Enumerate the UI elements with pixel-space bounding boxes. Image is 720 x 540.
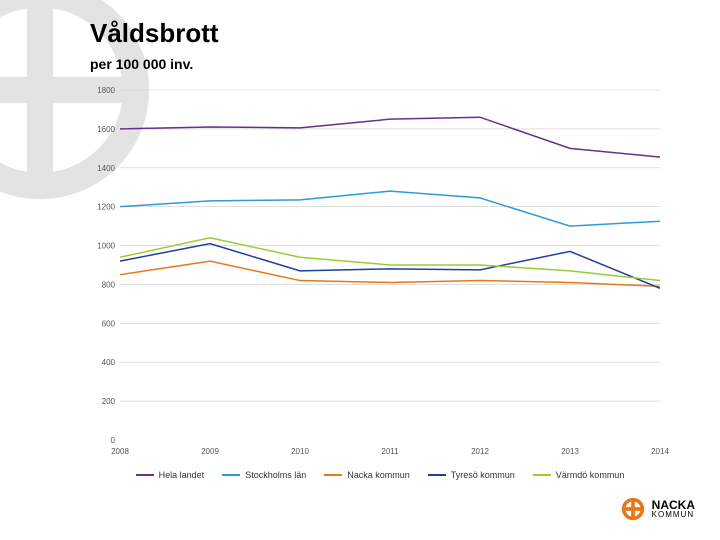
- legend-label: Tyresö kommun: [451, 470, 515, 480]
- chart-subtitle: per 100 000 inv.: [90, 56, 193, 72]
- legend-item: Hela landet: [136, 470, 205, 480]
- line-chart: 0 200 400 600 800 1000 1200 1400 1600 1800 2008 200…: [90, 85, 670, 465]
- logo-brand-sub: KOMMUN: [652, 511, 695, 519]
- legend-item: Värmdö kommun: [533, 470, 625, 480]
- svg-text:2013: 2013: [561, 447, 579, 456]
- svg-text:0: 0: [111, 436, 116, 445]
- svg-text:2008: 2008: [111, 447, 129, 456]
- legend-label: Stockholms län: [245, 470, 306, 480]
- svg-text:200: 200: [102, 397, 116, 406]
- legend-item: Stockholms län: [222, 470, 306, 480]
- svg-text:1000: 1000: [97, 242, 115, 251]
- legend-swatch: [222, 474, 240, 476]
- svg-text:2014: 2014: [651, 447, 669, 456]
- svg-text:800: 800: [102, 280, 116, 289]
- svg-text:400: 400: [102, 358, 116, 367]
- legend-item: Tyresö kommun: [428, 470, 515, 480]
- logo-icon: [620, 496, 646, 522]
- svg-text:2011: 2011: [381, 447, 399, 456]
- legend-swatch: [324, 474, 342, 476]
- svg-text:2009: 2009: [201, 447, 219, 456]
- svg-text:1800: 1800: [97, 86, 115, 95]
- footer-logo: NACKA KOMMUN: [620, 496, 695, 522]
- legend-swatch: [428, 474, 446, 476]
- legend-label: Nacka kommun: [347, 470, 410, 480]
- legend-swatch: [136, 474, 154, 476]
- chart-legend: Hela landet Stockholms län Nacka kommun Tyr…: [90, 470, 670, 480]
- legend-swatch: [533, 474, 551, 476]
- svg-text:1200: 1200: [97, 203, 115, 212]
- svg-text:1600: 1600: [97, 125, 115, 134]
- legend-label: Värmdö kommun: [556, 470, 625, 480]
- svg-text:1400: 1400: [97, 164, 115, 173]
- chart-title: Våldsbrott: [90, 18, 219, 49]
- logo-text: NACKA KOMMUN: [652, 499, 695, 519]
- svg-text:2012: 2012: [471, 447, 489, 456]
- legend-item: Nacka kommun: [324, 470, 410, 480]
- legend-label: Hela landet: [159, 470, 205, 480]
- svg-text:600: 600: [102, 319, 116, 328]
- svg-text:2010: 2010: [291, 447, 309, 456]
